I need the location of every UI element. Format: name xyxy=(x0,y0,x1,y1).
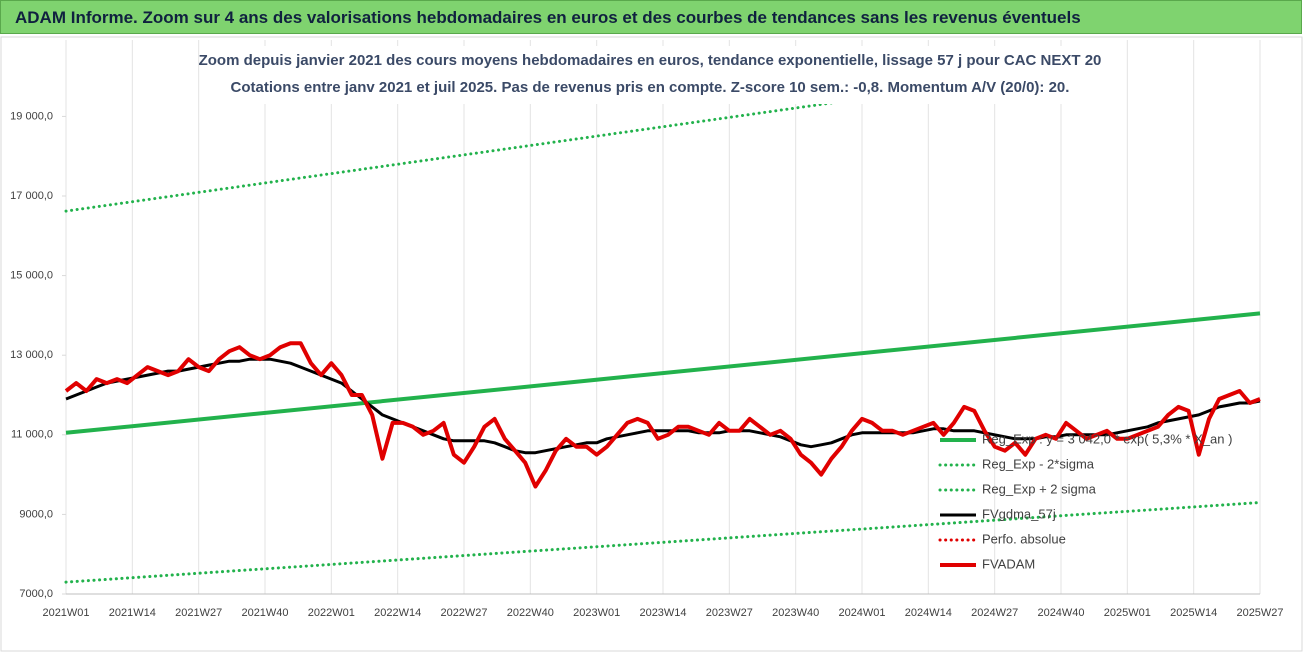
x-tick-label: 2021W01 xyxy=(42,607,89,619)
legend-label: FVgdma_57j xyxy=(982,506,1056,521)
y-tick-label: 11 000,0 xyxy=(11,429,53,441)
chart-subtitle: Cotations entre janv 2021 et juil 2025. … xyxy=(231,79,1070,96)
title-box xyxy=(212,46,1088,104)
y-tick-label: 19 000,0 xyxy=(10,110,53,122)
series-line xyxy=(64,76,1033,213)
x-tick-label: 2023W40 xyxy=(772,607,819,619)
y-tick-label: 7000,0 xyxy=(19,588,53,600)
x-tick-label: 2025W01 xyxy=(1104,607,1151,619)
x-tick-label: 2025W27 xyxy=(1236,607,1283,619)
header: ADAM Informe. Zoom sur 4 ans des valoris… xyxy=(0,0,1302,34)
chart-title: Zoom depuis janvier 2021 des cours moyen… xyxy=(199,52,1102,69)
legend-label: FVADAM xyxy=(982,556,1035,571)
x-tick-label: 2021W14 xyxy=(109,607,156,619)
x-tick-label: 2022W14 xyxy=(374,607,421,619)
x-tick-label: 2021W27 xyxy=(175,607,222,619)
x-tick-label: 2025W14 xyxy=(1170,607,1217,619)
chart-border xyxy=(0,36,1303,652)
x-tick-label: 2023W27 xyxy=(706,607,753,619)
x-tick-label: 2021W40 xyxy=(241,607,288,619)
y-tick-label: 9000,0 xyxy=(19,508,53,520)
x-tick-label: 2023W01 xyxy=(573,607,620,619)
series-line xyxy=(64,501,1262,584)
series-line xyxy=(65,311,1261,435)
x-tick-label: 2024W40 xyxy=(1037,607,1084,619)
y-tick-label: 13 000,0 xyxy=(10,349,53,361)
x-tick-label: 2024W27 xyxy=(971,607,1018,619)
x-tick-label: 2022W01 xyxy=(308,607,355,619)
x-tick-label: 2022W40 xyxy=(507,607,554,619)
y-tick-label: 17 000,0 xyxy=(10,190,53,202)
legend-label: Reg_Exp : y = 3 042,0 * exp( 5,3% * X_an… xyxy=(982,431,1232,446)
legend-label: Reg_Exp + 2 sigma xyxy=(982,481,1097,496)
x-tick-label: 2024W14 xyxy=(905,607,952,619)
series-line xyxy=(64,341,1261,489)
legend-label: Perfo. absolue xyxy=(982,531,1066,546)
x-tick-label: 2024W01 xyxy=(838,607,885,619)
x-tick-label: 2022W27 xyxy=(440,607,487,619)
x-tick-label: 2023W14 xyxy=(639,607,686,619)
chart: Zoom depuis janvier 2021 des cours moyen… xyxy=(0,36,1303,652)
legend-label: Reg_Exp - 2*sigma xyxy=(982,456,1095,471)
y-tick-label: 15 000,0 xyxy=(10,270,53,282)
